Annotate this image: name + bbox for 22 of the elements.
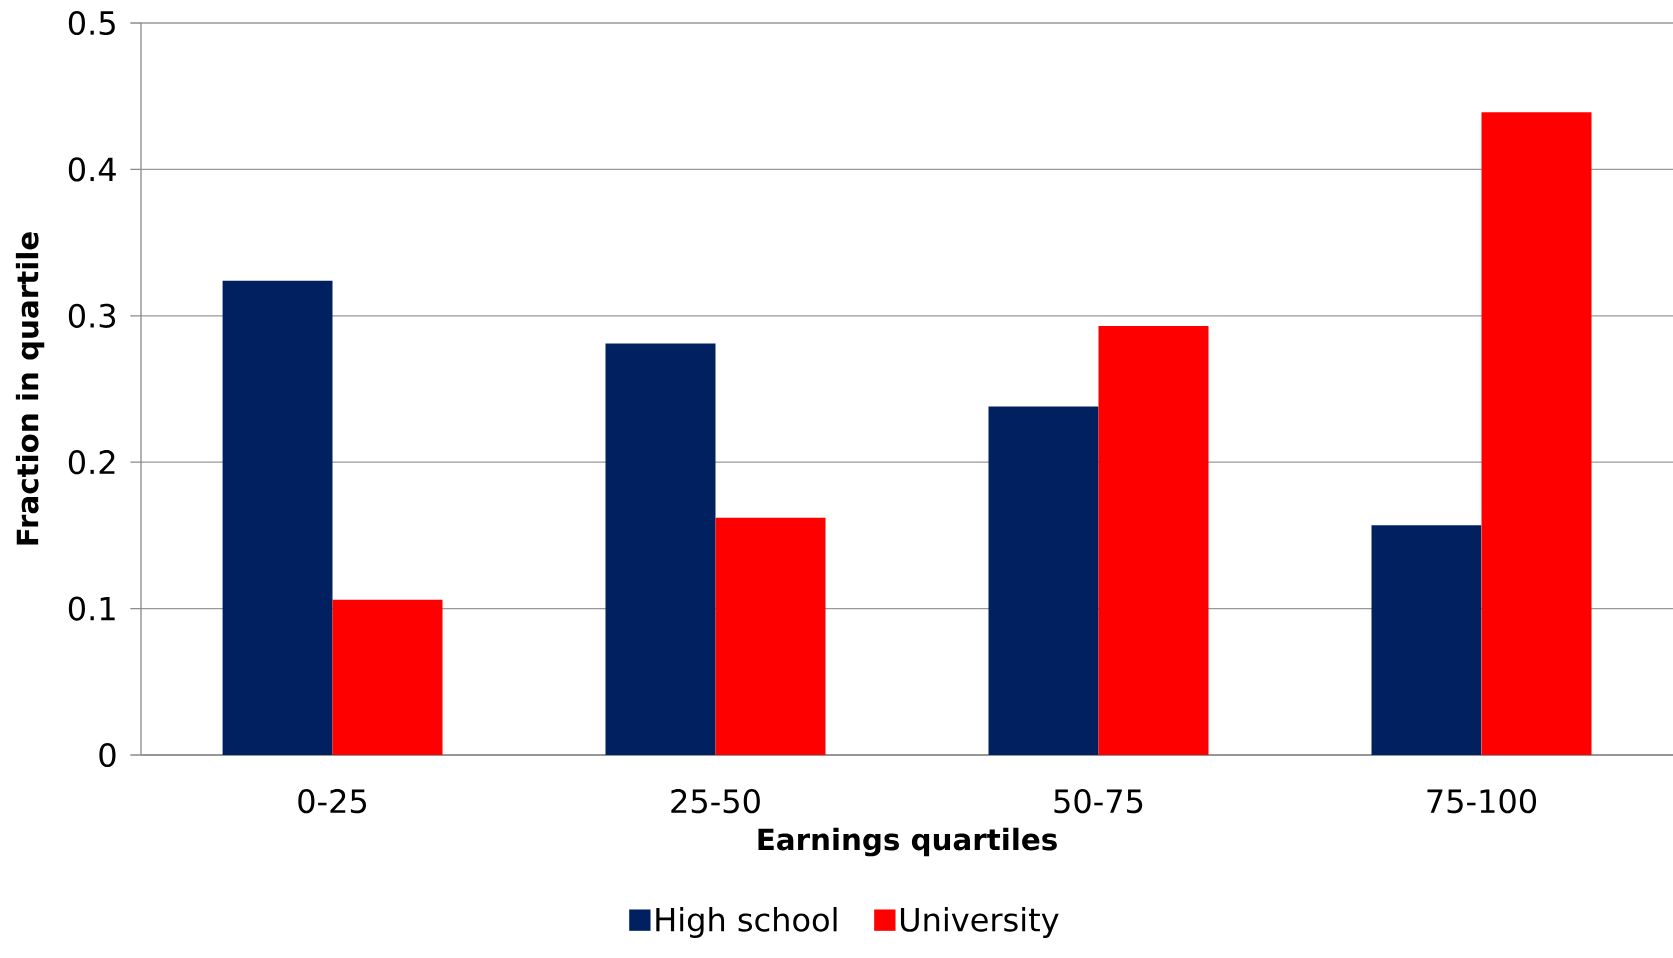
y-tick-label: 0.2 <box>68 450 115 475</box>
bar <box>1481 112 1592 755</box>
bar <box>1098 326 1209 755</box>
x-tick-label: 0-25 <box>298 789 367 814</box>
y-tick-label: 0.4 <box>68 157 116 182</box>
bar <box>988 406 1099 755</box>
x-tick-label: 50-75 <box>1054 789 1143 814</box>
y-tick-label: 0.3 <box>68 303 116 328</box>
x-tick-label: 75-100 <box>1427 789 1537 814</box>
bar <box>332 599 443 755</box>
x-axis-title: Earnings quartiles <box>758 827 1057 857</box>
x-tick-label: 25-50 <box>671 789 760 814</box>
bar <box>1371 525 1482 755</box>
y-tick-label: 0.5 <box>68 10 115 36</box>
bar <box>222 280 333 755</box>
legend-label: High school <box>656 907 837 938</box>
bar <box>715 517 826 755</box>
bar <box>605 343 716 755</box>
y-tick-label: 0.1 <box>68 596 115 621</box>
y-tick-label: 0 <box>99 742 116 768</box>
y-axis-title: Fraction in quartile <box>15 232 45 545</box>
legend-label: University <box>900 907 1059 938</box>
